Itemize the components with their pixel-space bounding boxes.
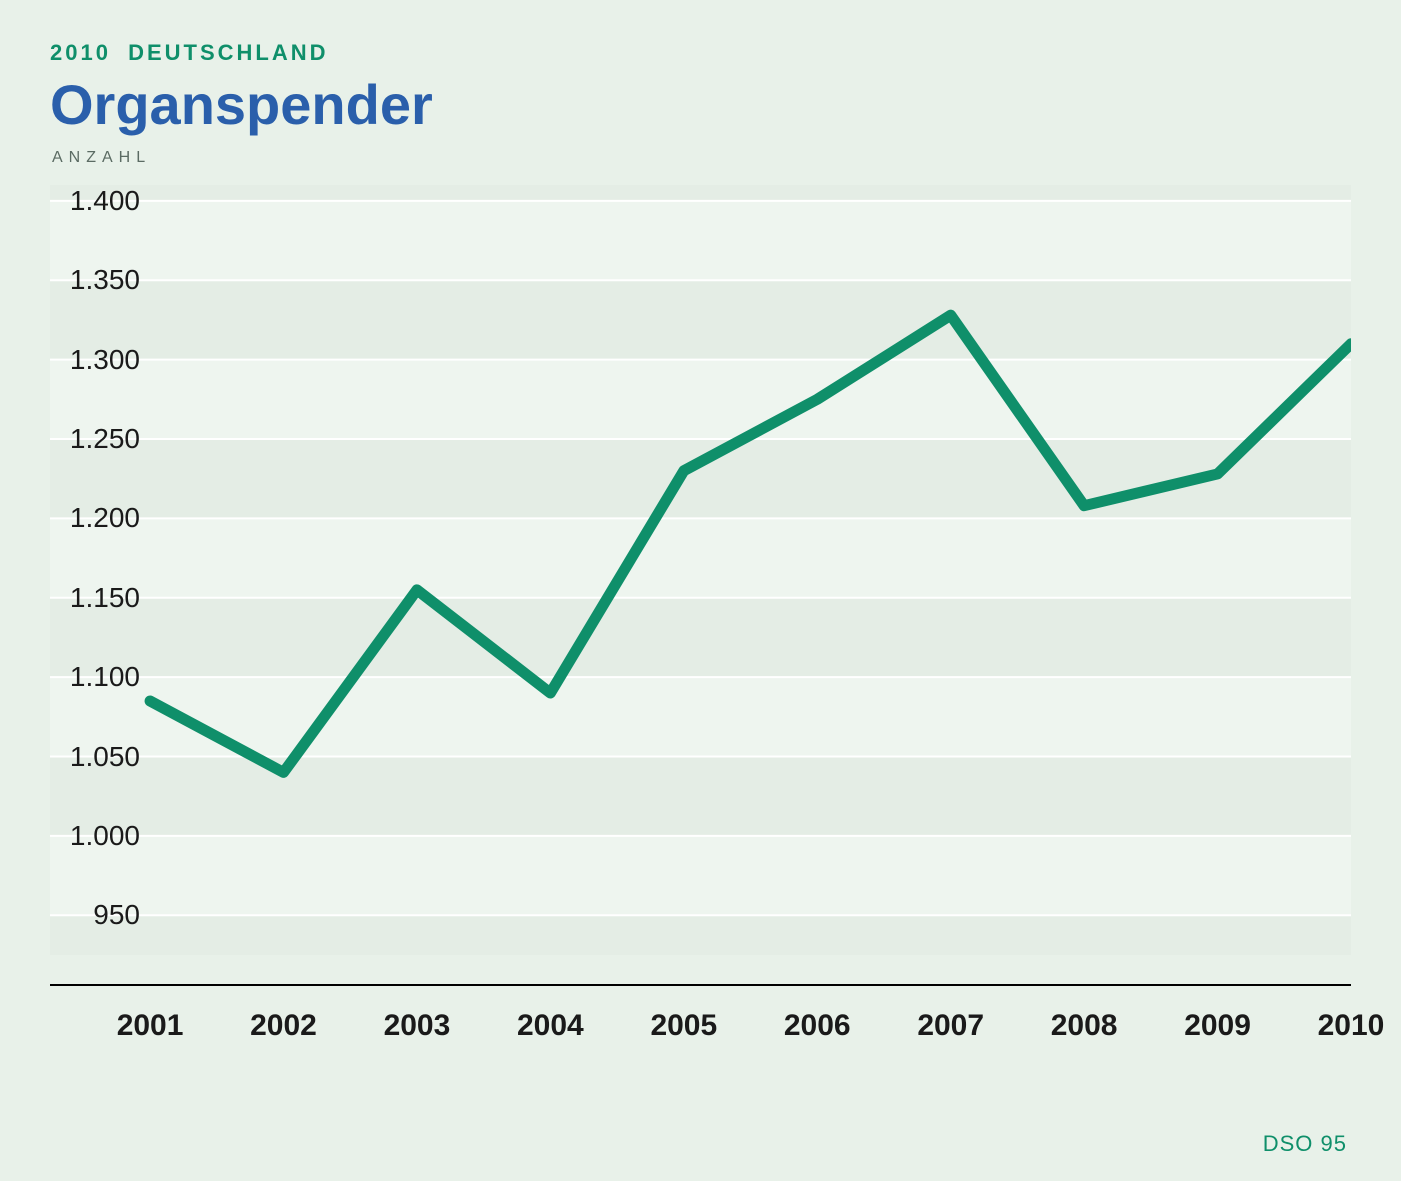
overline-year: 2010 bbox=[50, 40, 111, 65]
overline: 2010 DEUTSCHLAND bbox=[50, 40, 1351, 66]
chart-svg bbox=[50, 185, 1351, 1065]
x-tick-label: 2008 bbox=[1051, 1009, 1118, 1043]
y-tick-label: 1.400 bbox=[70, 185, 140, 217]
x-tick-label: 2006 bbox=[784, 1009, 851, 1043]
y-tick-label: 1.050 bbox=[70, 741, 140, 773]
y-tick-label: 1.350 bbox=[70, 264, 140, 296]
y-tick-label: 1.000 bbox=[70, 820, 140, 852]
chart-area: DSO 9501.0001.0501.1001.1501.2001.2501.3… bbox=[50, 185, 1351, 1065]
source-footer: DSO 95 bbox=[1263, 1131, 1347, 1157]
chart-header: 2010 DEUTSCHLAND Organspender ANZAHL bbox=[50, 40, 1351, 167]
y-tick-label: 1.100 bbox=[70, 661, 140, 693]
y-tick-label: 1.200 bbox=[70, 502, 140, 534]
y-tick-label: 1.150 bbox=[70, 582, 140, 614]
page: 2010 DEUTSCHLAND Organspender ANZAHL DSO… bbox=[0, 0, 1401, 1181]
y-tick-label: 1.250 bbox=[70, 423, 140, 455]
x-tick-label: 2001 bbox=[117, 1009, 184, 1043]
x-tick-label: 2005 bbox=[650, 1009, 717, 1043]
x-tick-label: 2004 bbox=[517, 1009, 584, 1043]
overline-region: DEUTSCHLAND bbox=[128, 40, 328, 65]
chart-title: Organspender bbox=[50, 72, 1351, 137]
y-axis-label: ANZAHL bbox=[52, 149, 1351, 167]
x-tick-label: 2010 bbox=[1318, 1009, 1385, 1043]
y-tick-labels: 950 1.000 1.050 1.100 1.150 1.200 1.250 1.300 1.… bbox=[50, 185, 140, 1065]
x-tick-label: 2003 bbox=[384, 1009, 451, 1043]
y-tick-label: 1.300 bbox=[70, 344, 140, 376]
y-tick-label: 950 bbox=[93, 899, 140, 931]
x-tick-label: 2007 bbox=[917, 1009, 984, 1043]
x-tick-label: 2002 bbox=[250, 1009, 317, 1043]
x-tick-label: 2009 bbox=[1184, 1009, 1251, 1043]
